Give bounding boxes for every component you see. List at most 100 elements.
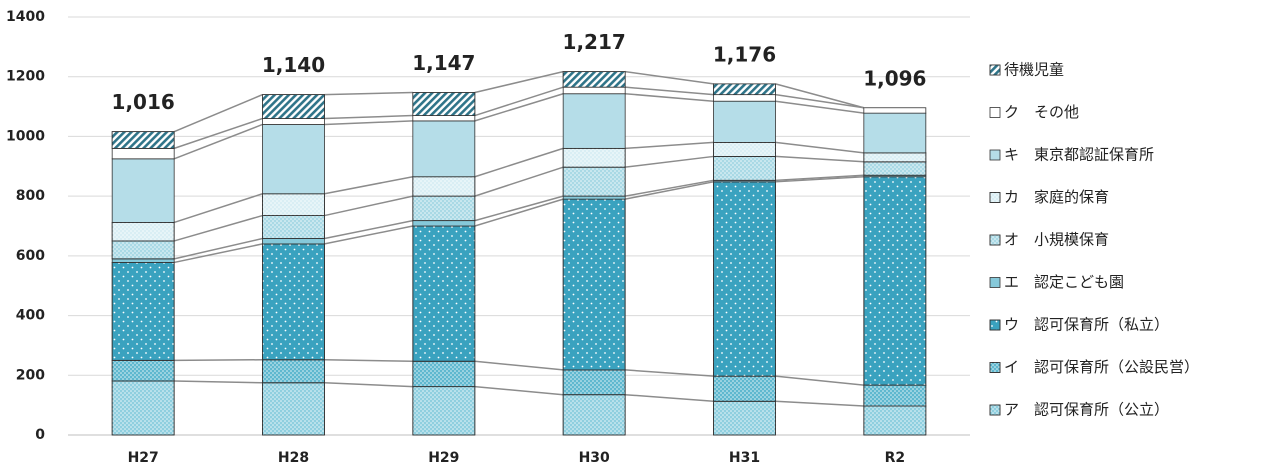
connector (173, 123, 263, 160)
bar-pattern (412, 225, 476, 362)
connector (775, 375, 864, 386)
bar-pattern (562, 147, 626, 168)
total-label: 1,217 (563, 30, 626, 54)
total-label: 1,096 (863, 66, 926, 90)
bar-pattern (863, 405, 927, 436)
bar-pattern (262, 215, 325, 239)
legend-label: キ 東京都認証保育所 (1004, 146, 1154, 164)
connector (324, 175, 413, 195)
bar-pattern (262, 193, 325, 216)
bar-pattern (713, 400, 776, 436)
bar-pattern (111, 222, 175, 242)
connector (173, 214, 263, 242)
bar-pattern (863, 384, 927, 407)
connector (775, 93, 864, 109)
bar-segment (412, 220, 476, 227)
total-label: 1,016 (112, 90, 175, 114)
connector (474, 360, 564, 371)
legend-label: ク その他 (1004, 103, 1079, 121)
connector (324, 120, 413, 126)
bar-segment (262, 118, 325, 125)
connector (474, 198, 564, 227)
legend-pattern (989, 319, 1001, 331)
connector (324, 225, 413, 245)
x-tick-label: H29 (428, 450, 459, 466)
connector (324, 382, 413, 388)
connector (775, 141, 864, 154)
legend-label: 待機児童 (1004, 61, 1064, 79)
total-label: 1,147 (412, 51, 475, 75)
connector (625, 181, 714, 200)
bar-segment (262, 124, 325, 195)
bar-pattern (412, 176, 476, 197)
connector (625, 393, 714, 403)
legend-label: オ 小規模保育 (1004, 231, 1109, 249)
y-tick-label: 1000 (6, 128, 45, 144)
legend-pattern (989, 404, 1001, 416)
bar-pattern (562, 369, 626, 396)
connector (775, 155, 864, 163)
connector (324, 195, 413, 217)
connector (173, 193, 263, 224)
bar-segment (111, 147, 175, 160)
bar-segment (863, 112, 927, 154)
legend-swatch (989, 149, 1001, 161)
bar-segment (562, 86, 626, 95)
legend-pattern (989, 192, 1001, 203)
connector (474, 93, 564, 122)
connector (474, 86, 564, 117)
bar-pattern (111, 262, 175, 361)
bar-pattern (863, 161, 927, 176)
bar-pattern (562, 71, 626, 88)
bar-segment (111, 258, 175, 263)
y-tick-label: 400 (16, 308, 45, 324)
bar-pattern (562, 166, 626, 197)
connector (625, 179, 714, 197)
connector (173, 117, 263, 150)
bar-pattern (412, 92, 476, 116)
connector (775, 100, 864, 114)
connector (775, 174, 864, 182)
legend-label: ア 認可保育所（公立） (1004, 401, 1169, 419)
connector (174, 359, 263, 362)
bar-pattern (863, 152, 927, 163)
connector (775, 83, 865, 109)
x-tick-label: H28 (278, 450, 309, 466)
legend-swatch (989, 277, 1001, 288)
bar-pattern (262, 382, 325, 436)
bar-pattern (262, 243, 325, 361)
connector (324, 91, 413, 96)
bar-pattern (262, 94, 325, 119)
connector (324, 359, 413, 363)
connector (474, 166, 564, 197)
bar-pattern (713, 83, 776, 96)
bar-segment (562, 195, 626, 200)
legend-pattern (989, 64, 1001, 76)
bar-pattern (412, 195, 476, 222)
x-tick-label: H31 (729, 450, 760, 466)
y-tick-label: 1400 (6, 9, 45, 25)
connector (625, 92, 714, 102)
bar-pattern (111, 240, 175, 260)
legend-pattern (989, 362, 1001, 373)
bar-pattern (111, 359, 175, 382)
connector (474, 385, 564, 396)
connector (625, 155, 714, 168)
connector (174, 380, 263, 384)
connector (625, 86, 714, 96)
y-tick-label: 0 (35, 427, 45, 443)
connector (324, 219, 413, 240)
bar-pattern (262, 359, 325, 384)
legend-label: ウ 認可保育所（私立） (1004, 316, 1169, 334)
x-tick-label: H30 (579, 450, 610, 466)
bar-segment (863, 107, 927, 114)
bar-segment (111, 158, 175, 223)
bar-segment (262, 238, 325, 245)
bar-pattern (562, 394, 626, 436)
bar-segment (412, 120, 476, 178)
bar-pattern (562, 198, 626, 371)
connector (474, 147, 564, 178)
legend-label: エ 認定こども園 (1004, 273, 1124, 291)
connector (173, 237, 263, 260)
